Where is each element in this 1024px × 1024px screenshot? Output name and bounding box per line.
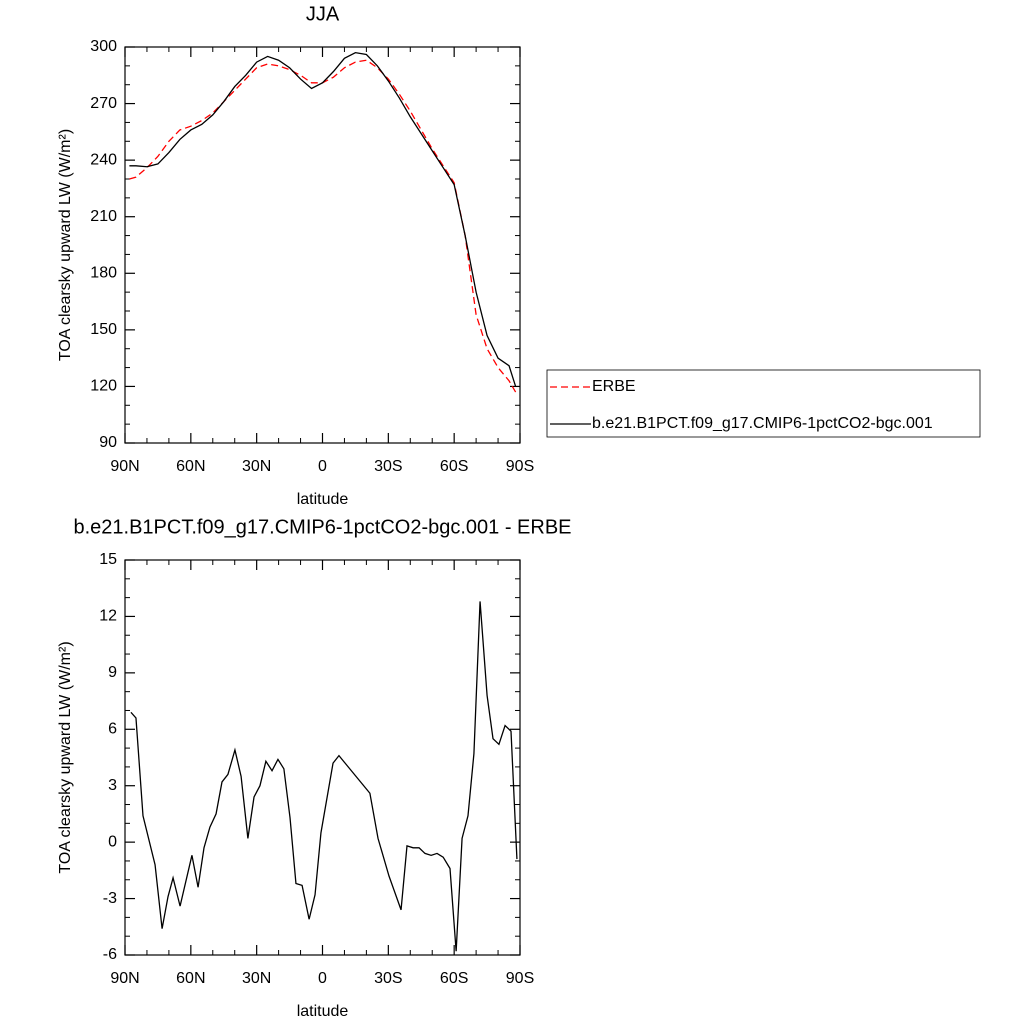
y-tick-label: 180 [90, 265, 117, 282]
y-tick-label: 15 [99, 551, 117, 568]
x-tick-label: 90N [110, 458, 139, 475]
y-tick-label: 120 [90, 378, 117, 395]
x-tick-label: 60S [440, 458, 468, 475]
x-tick-label: 0 [318, 458, 327, 475]
y-axis-label: TOA clearsky upward LW (W/m²) [57, 129, 74, 361]
x-tick-label: 30N [242, 970, 271, 987]
y-tick-label: 240 [90, 151, 117, 168]
chart-title: b.e21.B1PCT.f09_g17.CMIP6-1pctCO2-bgc.00… [73, 516, 571, 538]
y-tick-label: -3 [103, 890, 117, 907]
y-tick-label: 12 [99, 608, 117, 625]
y-tick-label: 3 [108, 777, 117, 794]
x-tick-label: 60N [176, 970, 205, 987]
x-tick-label: 60N [176, 458, 205, 475]
y-tick-label: 6 [108, 721, 117, 738]
y-tick-label: 90 [99, 434, 117, 451]
x-axis-label: latitude [297, 1003, 349, 1020]
legend-label: b.e21.B1PCT.f09_g17.CMIP6-1pctCO2-bgc.00… [592, 415, 933, 432]
plot-frame [124, 46, 521, 444]
x-tick-label: 90S [506, 970, 534, 987]
legend: ERBE b.e21.B1PCT.f09_g17.CMIP6-1pctCO2-bg… [546, 369, 981, 438]
y-tick-label: 9 [108, 664, 117, 681]
x-tick-label: 0 [318, 970, 327, 987]
x-axis-label: latitude [297, 491, 349, 508]
data-line [129, 51, 517, 387]
legend-box [546, 369, 981, 438]
chart-title: JJA [306, 3, 340, 25]
plot-frame [124, 559, 521, 956]
x-tick-label: 30S [374, 970, 402, 987]
y-tick-label: 210 [90, 208, 117, 225]
x-tick-label: 30N [242, 458, 271, 475]
x-tick-label: 30S [374, 458, 402, 475]
legend-label: ERBE [592, 378, 636, 395]
y-axis-label: TOA clearsky upward LW (W/m²) [57, 641, 74, 873]
data-line [129, 59, 517, 393]
data-line [130, 601, 518, 952]
y-tick-label: 0 [108, 833, 117, 850]
x-tick-label: 60S [440, 970, 468, 987]
y-tick-label: 150 [90, 321, 117, 338]
y-tick-label: 300 [90, 38, 117, 55]
x-tick-label: 90S [506, 458, 534, 475]
y-tick-label: -6 [103, 946, 117, 963]
x-tick-label: 90N [110, 970, 139, 987]
y-tick-label: 270 [90, 95, 117, 112]
